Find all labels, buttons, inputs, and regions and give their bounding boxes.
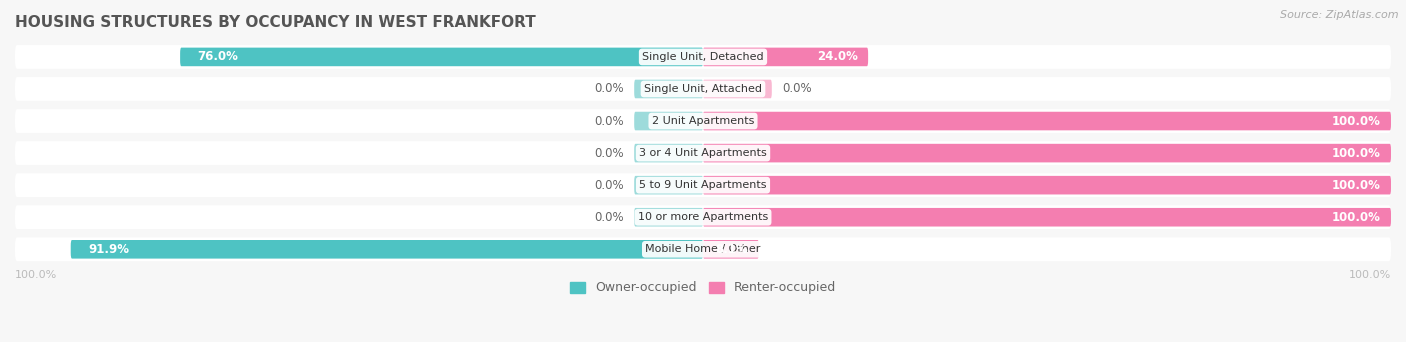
Text: Single Unit, Detached: Single Unit, Detached [643,52,763,62]
Text: 8.1%: 8.1% [716,243,748,256]
Text: 76.0%: 76.0% [197,50,238,63]
Text: 100.0%: 100.0% [1331,211,1381,224]
FancyBboxPatch shape [15,206,1391,229]
Text: 91.9%: 91.9% [89,243,129,256]
FancyBboxPatch shape [15,45,1391,69]
Text: 10 or more Apartments: 10 or more Apartments [638,212,768,222]
Text: 0.0%: 0.0% [595,147,624,160]
Text: 24.0%: 24.0% [817,50,858,63]
FancyBboxPatch shape [703,48,868,66]
Text: 5 to 9 Unit Apartments: 5 to 9 Unit Apartments [640,180,766,190]
Text: 100.0%: 100.0% [1331,115,1381,128]
FancyBboxPatch shape [15,141,1391,165]
FancyBboxPatch shape [634,144,703,162]
Text: HOUSING STRUCTURES BY OCCUPANCY IN WEST FRANKFORT: HOUSING STRUCTURES BY OCCUPANCY IN WEST … [15,15,536,30]
Text: 100.0%: 100.0% [1331,179,1381,192]
FancyBboxPatch shape [15,77,1391,101]
FancyBboxPatch shape [703,80,772,98]
FancyBboxPatch shape [15,109,1391,133]
Text: 2 Unit Apartments: 2 Unit Apartments [652,116,754,126]
Text: Mobile Home / Other: Mobile Home / Other [645,244,761,254]
Text: 3 or 4 Unit Apartments: 3 or 4 Unit Apartments [640,148,766,158]
FancyBboxPatch shape [634,208,703,226]
Text: Source: ZipAtlas.com: Source: ZipAtlas.com [1281,10,1399,20]
Text: 100.0%: 100.0% [1331,147,1381,160]
FancyBboxPatch shape [634,112,703,130]
FancyBboxPatch shape [15,173,1391,197]
Text: 0.0%: 0.0% [782,82,811,95]
Text: Single Unit, Attached: Single Unit, Attached [644,84,762,94]
Text: 0.0%: 0.0% [595,115,624,128]
FancyBboxPatch shape [703,112,1391,130]
FancyBboxPatch shape [70,240,703,259]
FancyBboxPatch shape [15,237,1391,261]
FancyBboxPatch shape [634,80,703,98]
Text: 100.0%: 100.0% [15,270,58,280]
FancyBboxPatch shape [703,240,759,259]
Text: 0.0%: 0.0% [595,82,624,95]
FancyBboxPatch shape [634,176,703,195]
FancyBboxPatch shape [703,208,1391,226]
Legend: Owner-occupied, Renter-occupied: Owner-occupied, Renter-occupied [565,276,841,300]
Text: 100.0%: 100.0% [1348,270,1391,280]
Text: 0.0%: 0.0% [595,211,624,224]
Text: 0.0%: 0.0% [595,179,624,192]
FancyBboxPatch shape [180,48,703,66]
FancyBboxPatch shape [703,176,1391,195]
FancyBboxPatch shape [703,144,1391,162]
